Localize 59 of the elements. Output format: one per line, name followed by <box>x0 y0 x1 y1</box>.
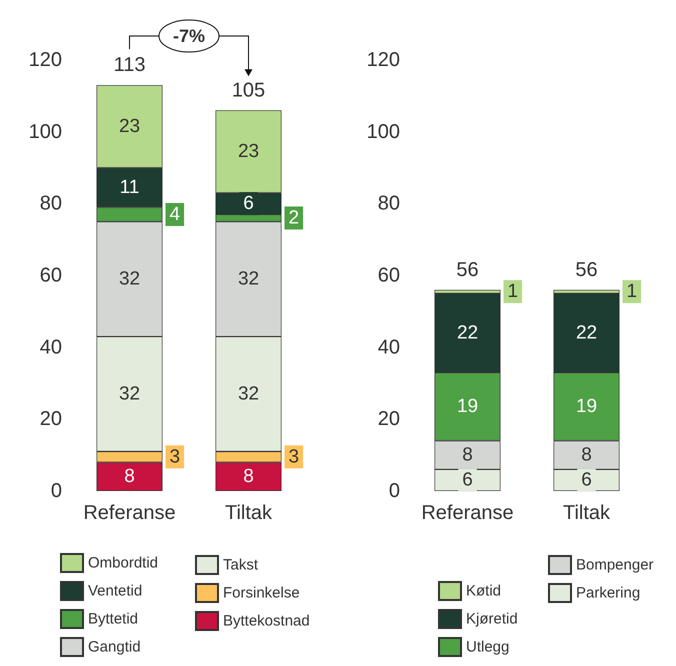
legend-label: Parkering <box>576 584 640 602</box>
data-label: 8 <box>581 444 592 466</box>
data-label: 22 <box>576 322 598 344</box>
data-label: 19 <box>456 396 478 418</box>
data-label: 1 <box>508 281 518 302</box>
x-tick-label: Referanse <box>83 502 176 524</box>
total-label: 105 <box>232 79 266 102</box>
y-tick-label: 20 <box>40 408 62 430</box>
data-label: 32 <box>118 384 140 405</box>
legend-label: Byttetid <box>88 610 138 628</box>
data-label: 8 <box>462 444 473 466</box>
data-label: 6 <box>243 193 254 214</box>
y-tick-label: 60 <box>40 264 62 286</box>
data-label: 2 <box>288 208 300 229</box>
data-label: 8 <box>243 466 254 488</box>
legend-label: Utlegg <box>466 638 510 656</box>
data-label: 6 <box>462 470 473 491</box>
data-label: 22 <box>456 322 478 344</box>
y-tick-label: 120 <box>366 49 400 71</box>
data-label: 1 <box>626 281 638 302</box>
data-label: 3 <box>170 446 180 468</box>
y-tick-label: 0 <box>50 480 62 502</box>
data-label: 8 <box>124 466 135 488</box>
legend-label: Kjøretid <box>466 610 518 628</box>
data-label: 32 <box>238 268 260 290</box>
y-tick-label: 120 <box>28 49 62 71</box>
data-label: 11 <box>120 177 140 198</box>
y-tick-label: 60 <box>378 264 400 286</box>
total-label: 113 <box>114 54 146 76</box>
legend-label: Forsinkelse <box>223 584 300 602</box>
y-tick-label: 0 <box>388 480 400 502</box>
y-tick-label: 20 <box>378 408 400 430</box>
legend-label: Køtid <box>466 582 502 600</box>
legend-label: Byttekostnad <box>223 612 310 630</box>
y-tick-label: 80 <box>40 192 62 215</box>
legend-label: Takst <box>223 556 259 574</box>
data-label: 32 <box>238 384 260 405</box>
data-label: 23 <box>118 116 140 137</box>
total-label: 56 <box>456 258 479 281</box>
x-tick-label: Tiltak <box>562 502 612 524</box>
data-label: 4 <box>170 204 180 225</box>
data-label: 32 <box>118 268 140 290</box>
y-tick-label: 80 <box>378 192 400 215</box>
total-label: 56 <box>575 258 598 281</box>
legend-label: Gangtid <box>88 638 141 656</box>
data-label: 3 <box>288 446 300 468</box>
y-tick-label: 100 <box>366 120 400 143</box>
y-tick-label: 100 <box>28 120 62 143</box>
y-tick-label: 40 <box>378 336 400 358</box>
data-label: 19 <box>576 396 598 418</box>
y-tick-label: 40 <box>40 336 62 358</box>
data-label: 6 <box>581 470 592 491</box>
text: -7% <box>172 26 206 46</box>
legend-label: Ventetid <box>88 582 142 600</box>
x-tick-label: Tiltak <box>224 502 274 524</box>
legend-label: Ombordtid <box>88 554 158 572</box>
legend-label: Bompenger <box>576 556 654 574</box>
data-label: 23 <box>238 141 260 162</box>
x-tick-label: Referanse <box>421 502 514 524</box>
